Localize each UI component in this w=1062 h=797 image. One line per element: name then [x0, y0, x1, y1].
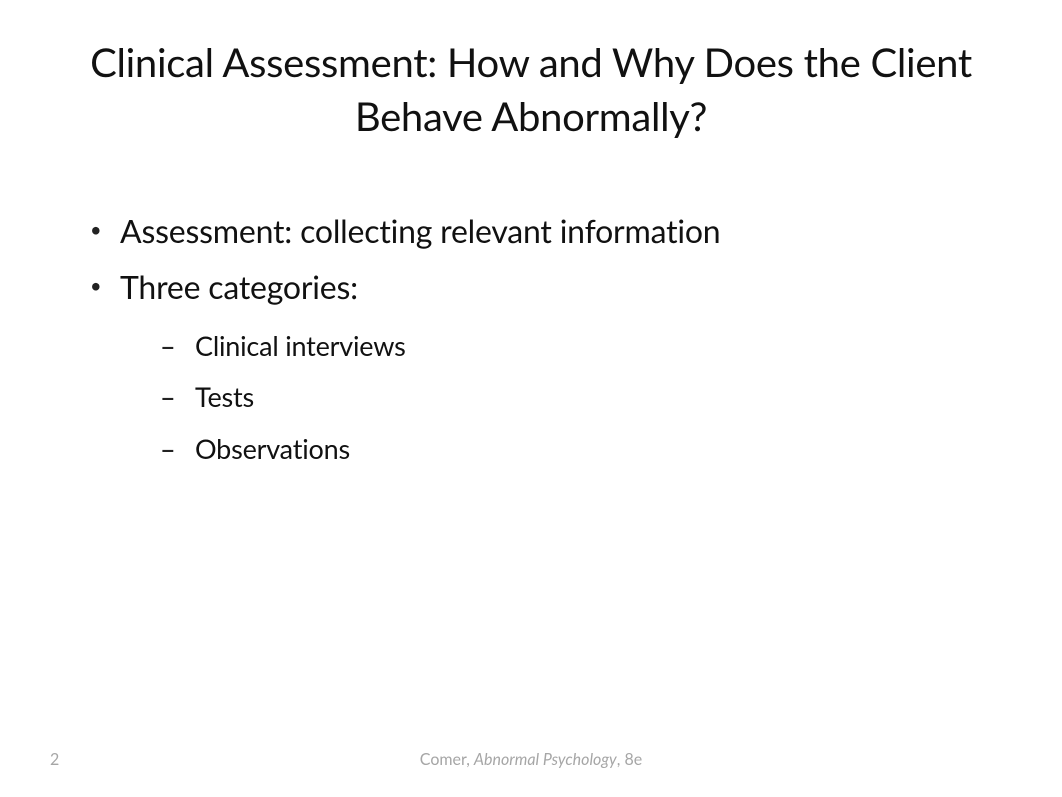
footer-author: Comer	[420, 750, 474, 769]
sub-bullet-text: Tests	[195, 380, 254, 413]
bullet-text: Three categories:	[120, 267, 358, 306]
bullet-list-level2: Clinical interviews Tests Observations	[120, 320, 992, 474]
footer-book-title: Abnormal Psychology	[474, 750, 617, 769]
slide-title: Clinical Assessment: How and Why Does th…	[70, 35, 992, 143]
footer-edition: 8e	[617, 750, 642, 769]
sub-bullet-item: Clinical interviews	[160, 320, 992, 371]
sub-bullet-text: Clinical interviews	[195, 329, 406, 362]
bullet-list-level1: Assessment: collecting relevant informat…	[90, 203, 992, 474]
slide-footer: 2 ComerAbnormal Psychology8e	[0, 750, 1062, 769]
sub-bullet-item: Observations	[160, 423, 992, 474]
sub-bullet-item: Tests	[160, 371, 992, 422]
slide-container: Clinical Assessment: How and Why Does th…	[0, 0, 1062, 797]
sub-bullet-text: Observations	[195, 432, 350, 465]
page-number: 2	[50, 750, 59, 769]
bullet-item: Assessment: collecting relevant informat…	[90, 203, 992, 259]
footer-citation: ComerAbnormal Psychology8e	[0, 750, 1062, 769]
slide-body: Assessment: collecting relevant informat…	[70, 203, 992, 474]
bullet-item: Three categories: Clinical interviews Te…	[90, 259, 992, 474]
bullet-text: Assessment: collecting relevant informat…	[120, 211, 720, 250]
